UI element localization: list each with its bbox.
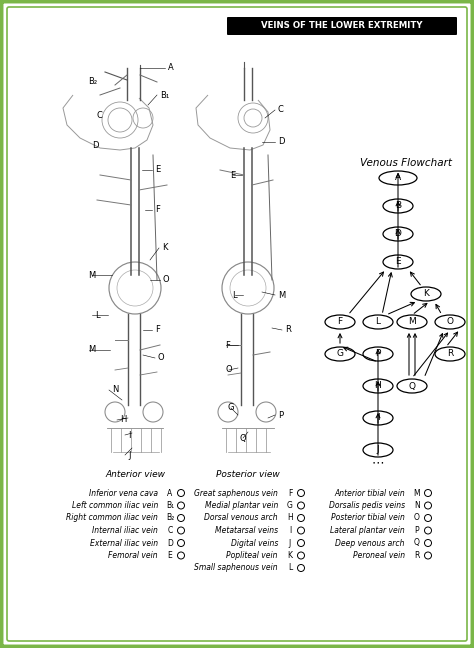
Text: M: M <box>88 345 95 354</box>
Text: B: B <box>395 202 401 211</box>
Text: D: D <box>394 229 401 238</box>
Text: P: P <box>278 410 283 419</box>
Text: H: H <box>374 382 382 391</box>
Text: Deep venous arch: Deep venous arch <box>336 538 405 548</box>
Text: M: M <box>278 290 285 299</box>
Text: F: F <box>155 325 160 334</box>
Text: E: E <box>155 165 160 174</box>
Text: L: L <box>232 290 237 299</box>
Text: R: R <box>414 551 419 560</box>
Text: H: H <box>287 513 293 522</box>
Text: R: R <box>447 349 453 358</box>
Text: Posterior tibial vein: Posterior tibial vein <box>331 513 405 522</box>
Text: Q: Q <box>240 434 246 443</box>
Text: P: P <box>415 526 419 535</box>
Text: Medial plantar vein: Medial plantar vein <box>205 501 278 510</box>
Text: B₁: B₁ <box>166 501 174 510</box>
Text: Q: Q <box>409 382 416 391</box>
Text: K: K <box>288 551 292 560</box>
Text: E: E <box>168 551 173 560</box>
Text: N: N <box>414 501 420 510</box>
Text: Internal iliac vein: Internal iliac vein <box>92 526 158 535</box>
Text: Q: Q <box>414 538 420 548</box>
Text: M: M <box>414 489 420 498</box>
Text: M: M <box>408 318 416 327</box>
Text: J: J <box>289 538 291 548</box>
Text: O: O <box>163 275 170 284</box>
Text: K: K <box>162 244 167 253</box>
Text: L: L <box>288 564 292 572</box>
Text: B₂: B₂ <box>88 78 97 86</box>
Text: Lateral plantar vein: Lateral plantar vein <box>330 526 405 535</box>
Text: C: C <box>167 526 173 535</box>
FancyBboxPatch shape <box>7 7 467 641</box>
Text: F: F <box>225 340 230 349</box>
Text: B₂: B₂ <box>166 513 174 522</box>
Text: D: D <box>167 538 173 548</box>
Text: I: I <box>128 430 130 439</box>
Text: Posterior view: Posterior view <box>216 470 280 479</box>
Text: G: G <box>337 349 344 358</box>
Text: B₁: B₁ <box>160 91 169 100</box>
Text: M: M <box>88 270 95 279</box>
Text: Digital veins: Digital veins <box>231 538 278 548</box>
Text: Great saphenous vein: Great saphenous vein <box>194 489 278 498</box>
Text: Right common iliac vein: Right common iliac vein <box>66 513 158 522</box>
Text: E: E <box>230 170 235 179</box>
Text: Inferior vena cava: Inferior vena cava <box>89 489 158 498</box>
Text: Small saphenous vein: Small saphenous vein <box>194 564 278 572</box>
Text: D: D <box>92 141 99 150</box>
Text: Anterior view: Anterior view <box>105 470 165 479</box>
Text: G: G <box>228 404 235 413</box>
Text: ⋯: ⋯ <box>372 456 384 470</box>
Text: O: O <box>226 365 233 375</box>
Text: Dorsal venous arch: Dorsal venous arch <box>204 513 278 522</box>
Text: A: A <box>167 489 173 498</box>
Text: A: A <box>395 174 401 183</box>
Text: E: E <box>395 257 401 266</box>
Text: O: O <box>447 318 454 327</box>
Text: Anterior tibial vein: Anterior tibial vein <box>334 489 405 498</box>
Text: J: J <box>377 446 379 454</box>
Text: Dorsalis pedis veins: Dorsalis pedis veins <box>329 501 405 510</box>
Text: K: K <box>423 290 429 299</box>
Text: I: I <box>289 526 291 535</box>
Text: Popliteal vein: Popliteal vein <box>227 551 278 560</box>
Text: L: L <box>95 310 100 319</box>
Text: VEINS OF THE LOWER EXTREMITY: VEINS OF THE LOWER EXTREMITY <box>261 21 423 30</box>
Text: C: C <box>97 111 103 119</box>
Text: L: L <box>375 318 381 327</box>
Text: O: O <box>158 354 164 362</box>
Text: F: F <box>155 205 160 214</box>
Text: R: R <box>285 325 291 334</box>
Text: A: A <box>168 64 174 73</box>
Text: F: F <box>337 318 343 327</box>
Text: Peroneal vein: Peroneal vein <box>353 551 405 560</box>
Text: External iliac vein: External iliac vein <box>90 538 158 548</box>
Text: Left common iliac vein: Left common iliac vein <box>72 501 158 510</box>
Text: D: D <box>278 137 284 146</box>
Text: P: P <box>375 349 381 358</box>
Text: O: O <box>414 513 420 522</box>
FancyBboxPatch shape <box>227 17 457 35</box>
Text: I: I <box>377 413 379 422</box>
Text: H: H <box>120 415 127 424</box>
Text: F: F <box>288 489 292 498</box>
Text: J: J <box>128 450 130 459</box>
Text: N: N <box>112 386 118 395</box>
Text: C: C <box>278 106 284 115</box>
Text: Venous Flowchart: Venous Flowchart <box>360 158 452 168</box>
Text: Femoral vein: Femoral vein <box>109 551 158 560</box>
Text: Metatarsal veins: Metatarsal veins <box>215 526 278 535</box>
Text: G: G <box>287 501 293 510</box>
